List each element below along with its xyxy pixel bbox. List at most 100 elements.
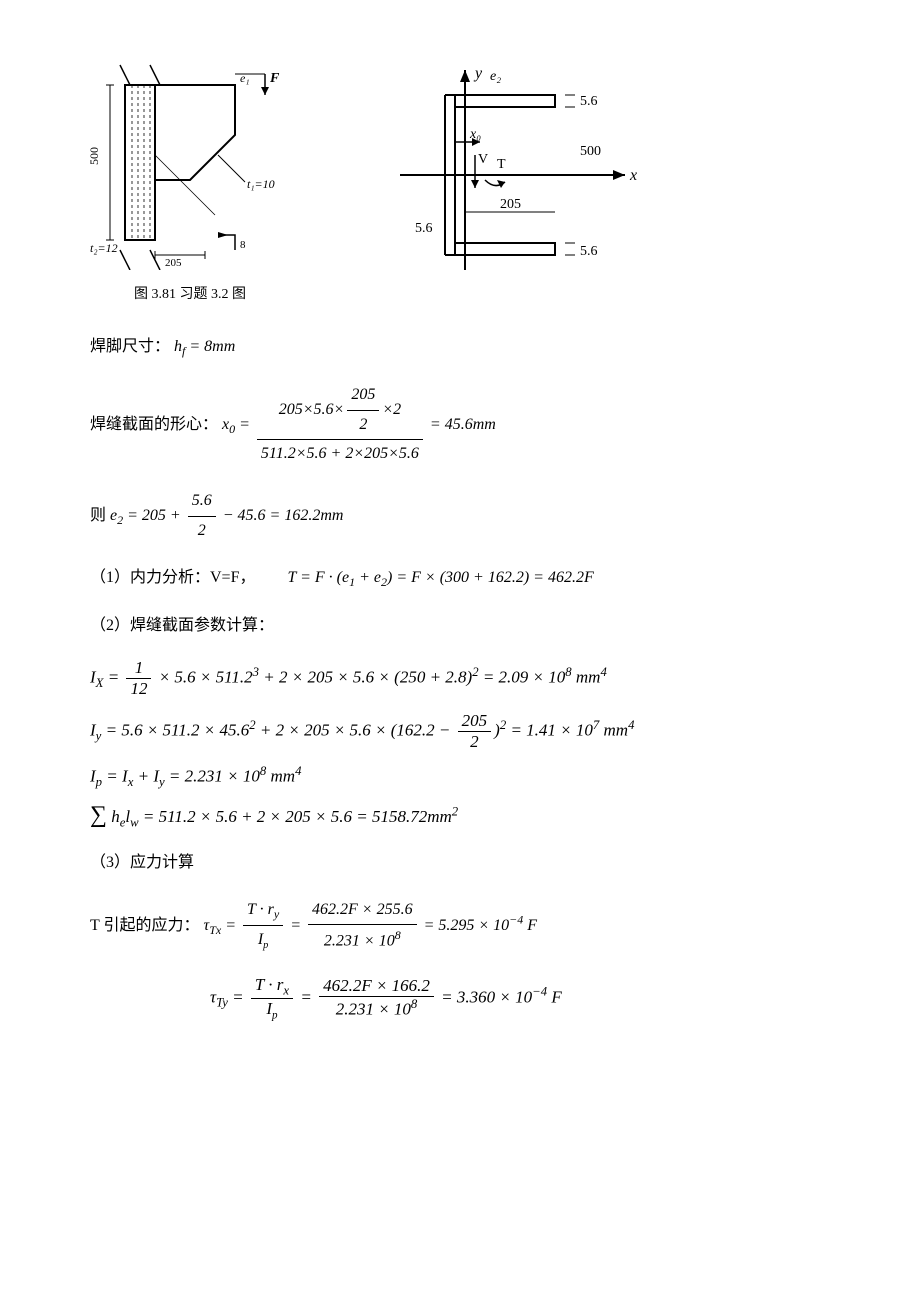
- fig1-svg: t₁=10 F e₁ 500 t₂=12 205 8: [90, 60, 290, 270]
- Ty-res: = 3.360 × 10: [441, 987, 532, 1006]
- Tx-sub: Tx: [209, 923, 221, 937]
- Tx-res: = 5.295 × 10: [424, 917, 510, 934]
- Ty-ds: p: [272, 1009, 278, 1021]
- tau-eq1: =: [221, 917, 240, 934]
- hanjiao-label: 焊脚尺寸：: [90, 338, 170, 355]
- T-stress-label: T 引起的应力：: [90, 917, 200, 934]
- fig1-caption: 图 3.81 习题 3.2 图: [90, 283, 290, 303]
- Tx-d2: 2.231 × 10: [324, 933, 395, 950]
- label-x: x: [629, 167, 637, 184]
- Ip-eq: = I: [102, 767, 128, 786]
- label-e1: e₁: [240, 71, 250, 85]
- label-56b: 5.6: [415, 221, 433, 236]
- Tx-F: F: [523, 917, 537, 934]
- Tx-ns: y: [274, 907, 279, 921]
- Ix-res: = 2.09 × 10: [479, 668, 566, 687]
- Iy-u: mm: [599, 721, 628, 740]
- label-56a: 5.6: [580, 94, 598, 109]
- Iy-fn: 205: [458, 711, 492, 732]
- x0-nfn: 205: [347, 381, 379, 411]
- x0-nfd: 2: [347, 411, 379, 440]
- e2-expr: = 205 +: [123, 507, 185, 524]
- Ip-p4: 4: [295, 764, 301, 778]
- e2-line: 则 e2 = 205 + 5.62 − 45.6 = 162.2mm: [90, 487, 830, 546]
- tauTy-line: τTy = T · rxIp = 462.2F × 166.22.231 × 1…: [210, 975, 830, 1022]
- centroid-label: 焊缝截面的形心：: [90, 416, 218, 433]
- Iy-line: Iy = 5.6 × 511.2 × 45.62 + 2 × 205 × 5.6…: [90, 711, 830, 752]
- Tx-d2p: 8: [395, 928, 401, 942]
- figure-3-81: t₁=10 F e₁ 500 t₂=12 205 8 图 3.81 习题 3.2…: [90, 60, 290, 303]
- sum-lw-sub: w: [130, 816, 139, 830]
- Ix-b2: + 2 × 205 × 5.6 × (250 + 2.8): [259, 668, 472, 687]
- hf: h: [174, 338, 182, 355]
- Ty-n2: 462.2F × 166.2: [319, 976, 434, 997]
- Ty-pow: −4: [532, 984, 547, 998]
- label-t1: t₁=10: [247, 177, 275, 191]
- Iy-b2: + 2 × 205 × 5.6 × (162.2 −: [256, 721, 455, 740]
- x0-sub: 0: [229, 422, 235, 436]
- label-205b: 205: [500, 197, 521, 212]
- Ty-d2: 2.231 × 10: [336, 1000, 411, 1019]
- e2-tail: − 45.6 = 162.2mm: [219, 507, 344, 524]
- Tx-n2: 462.2F × 255.6: [308, 896, 417, 926]
- Ip-u: mm: [266, 767, 295, 786]
- Ix-eq: =: [103, 668, 123, 687]
- label-500: 500: [90, 147, 101, 165]
- sec1: （1）内力分析：V=F，: [90, 569, 255, 586]
- Ty-d2p: 8: [411, 997, 417, 1011]
- Iy-fd: 2: [458, 732, 492, 752]
- hanjiao-line: 焊脚尺寸： hf = 8mm: [90, 333, 830, 363]
- figures-row: t₁=10 F e₁ 500 t₂=12 205 8 图 3.81 习题 3.2…: [90, 60, 830, 303]
- e2-fn: 5.6: [188, 487, 216, 517]
- Tx-num: T · r: [247, 901, 274, 918]
- label-8: 8: [240, 239, 246, 251]
- centroid-line: 焊缝截面的形心： x0 = 205×5.6×2052×2 511.2×5.6 +…: [90, 381, 830, 469]
- Ty-sub: Ty: [216, 995, 228, 1009]
- hf-val: = 8mm: [185, 338, 235, 355]
- Ix-u: mm: [572, 668, 601, 687]
- sum-line: ∑ helw = 511.2 × 5.6 + 2 × 205 × 5.6 = 5…: [90, 802, 830, 830]
- T-mid: + e: [355, 569, 381, 586]
- label-t2: t₂=12: [90, 241, 118, 255]
- Tx-pow: −4: [509, 912, 523, 926]
- section-2: （2）焊缝截面参数计算：: [90, 612, 830, 641]
- T-tail: ) = F × (300 + 162.2) = 462.2F: [387, 569, 594, 586]
- sum-p2: 2: [452, 805, 458, 819]
- Ix-fd: 12: [126, 679, 151, 699]
- Ip-plus: + I: [133, 767, 159, 786]
- Iy-res: = 1.41 × 10: [506, 721, 593, 740]
- Ty-num: T · r: [255, 975, 284, 994]
- tauTx-line: T 引起的应力： τTx = T · ryIp = 462.2F × 255.6…: [90, 896, 830, 957]
- sigma-symbol: ∑: [90, 802, 107, 828]
- label-T: T: [497, 157, 506, 172]
- Ty-ns: x: [283, 983, 289, 997]
- Ip-res: = 2.231 × 10: [165, 767, 260, 786]
- label-500b: 500: [580, 144, 601, 159]
- e2-fd: 2: [188, 517, 216, 546]
- Ix-p4: 4: [600, 665, 606, 679]
- Tx-ds: p: [263, 941, 268, 952]
- label-205: 205: [165, 257, 182, 269]
- Ip-line: Ip = Ix + Iy = 2.231 × 108 mm4: [90, 764, 830, 790]
- tau-eq2: =: [228, 987, 248, 1006]
- x0-res: = 45.6mm: [430, 416, 496, 433]
- Iy-p4: 4: [628, 718, 634, 732]
- Ix-line: IX = 112 × 5.6 × 511.23 + 2 × 205 × 5.6 …: [90, 658, 830, 699]
- x0-num: 205×5.6×: [279, 401, 345, 418]
- Iy-b1: = 5.6 × 511.2 × 45.6: [101, 721, 249, 740]
- label-y: y: [473, 65, 483, 82]
- sum-body: = 511.2 × 5.6 + 2 × 205 × 5.6 = 5158.72m…: [139, 807, 452, 826]
- section-1: （1）内力分析：V=F， T = F · (e1 + e2) = F × (30…: [90, 564, 830, 594]
- T-expr: T = F · (e: [287, 569, 349, 586]
- ze-label: 则: [90, 507, 110, 524]
- Ix-b1: × 5.6 × 511.2: [154, 668, 252, 687]
- Ix-fn: 1: [126, 658, 151, 679]
- x0-den: 511.2×5.6 + 2×205×5.6: [257, 440, 423, 469]
- x0-nt: ×2: [382, 401, 401, 418]
- label-F: F: [269, 71, 280, 86]
- Ty-F: F: [547, 987, 562, 1006]
- sum-he: h: [111, 807, 120, 826]
- section-3: （3）应力计算: [90, 849, 830, 878]
- label-e2: e₂: [490, 69, 501, 84]
- fig2-svg: y e₂ x x₀ V T 500 205 5.6 5.6 5.6: [370, 60, 650, 280]
